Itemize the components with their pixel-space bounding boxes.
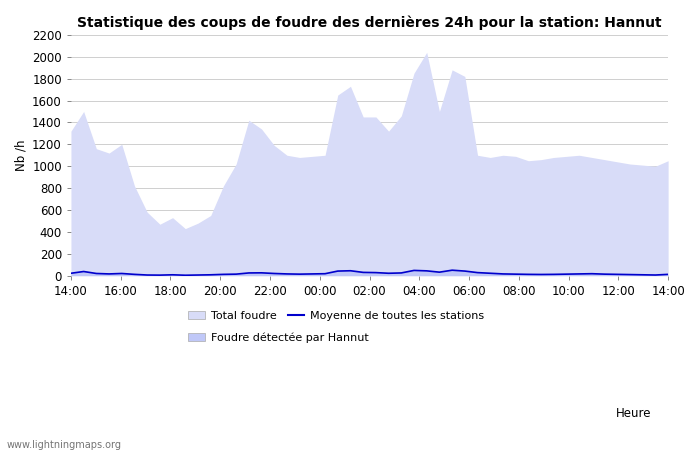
Y-axis label: Nb /h: Nb /h bbox=[15, 140, 28, 171]
Legend: Foudre détectée par Hannut: Foudre détectée par Hannut bbox=[184, 328, 373, 347]
Text: Heure: Heure bbox=[615, 407, 651, 420]
Text: www.lightningmaps.org: www.lightningmaps.org bbox=[7, 440, 122, 450]
Title: Statistique des coups de foudre des dernières 24h pour la station: Hannut: Statistique des coups de foudre des dern… bbox=[77, 15, 662, 30]
